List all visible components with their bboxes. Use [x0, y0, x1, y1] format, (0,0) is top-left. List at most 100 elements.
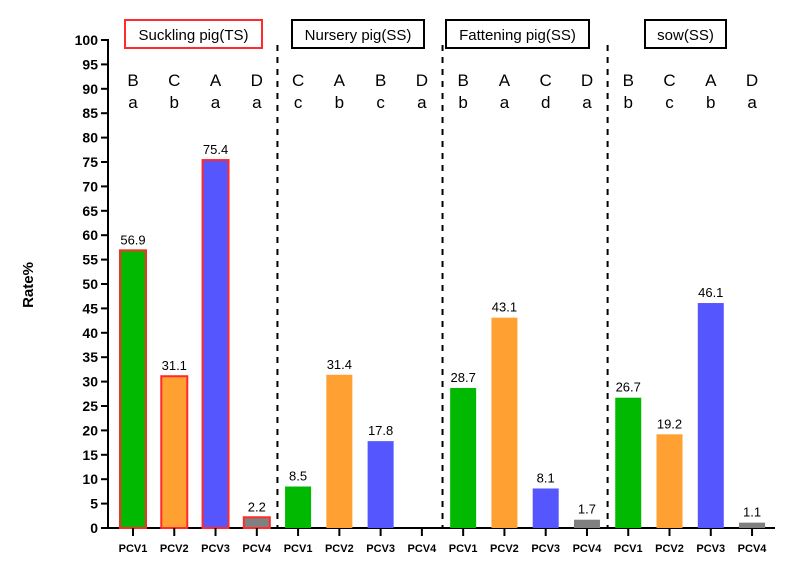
- rank-letter-lower: a: [747, 93, 757, 112]
- group-title: sow(SS): [657, 27, 714, 44]
- y-tick-label: 45: [82, 300, 98, 316]
- group-title-box: [124, 19, 263, 49]
- rank-letter-upper: B: [623, 71, 634, 90]
- rank-letter-upper: D: [416, 71, 428, 90]
- rank-letter-lower: b: [706, 93, 715, 112]
- bar: [697, 303, 724, 528]
- bar: [285, 486, 312, 528]
- data-label: 75.4: [203, 142, 228, 157]
- group-title: Nursery pig(SS): [305, 27, 412, 44]
- rank-letter-lower: a: [582, 93, 592, 112]
- y-tick-label: 90: [82, 81, 98, 97]
- bar: [573, 519, 600, 528]
- bar: [656, 434, 683, 528]
- rank-letter-upper: B: [457, 71, 468, 90]
- data-label: 56.9: [120, 232, 145, 247]
- group-title-box: [445, 19, 590, 49]
- bar: [739, 522, 766, 528]
- rank-letter-lower: b: [624, 93, 633, 112]
- y-tick-label: 35: [82, 349, 98, 365]
- x-tick-label: PCV1: [284, 543, 313, 555]
- data-label: 19.2: [657, 416, 682, 431]
- bar: [242, 516, 271, 529]
- y-tick-label: 95: [82, 56, 98, 72]
- y-tick-label: 75: [82, 154, 98, 170]
- group-title: Suckling pig(TS): [138, 27, 248, 44]
- rank-letter-lower: c: [665, 93, 674, 112]
- data-label: 8.1: [537, 470, 555, 485]
- y-tick-label: 50: [82, 276, 98, 292]
- x-tick-label: PCV2: [160, 543, 189, 555]
- rank-letter-upper: D: [581, 71, 593, 90]
- rank-letter-upper: D: [251, 71, 263, 90]
- y-tick-label: 15: [82, 447, 98, 463]
- rank-letter-upper: B: [375, 71, 386, 90]
- x-tick-label: PCV4: [573, 543, 603, 555]
- rank-letter-upper: A: [499, 71, 511, 90]
- data-label: 31.1: [162, 358, 187, 373]
- bar: [160, 375, 189, 529]
- y-tick-label: 80: [82, 130, 98, 146]
- rank-letter-lower: a: [252, 93, 262, 112]
- bar: [615, 397, 642, 528]
- rank-letter-lower: d: [541, 93, 550, 112]
- data-label: 28.7: [451, 370, 476, 385]
- bar: [491, 317, 518, 528]
- y-tick-label: 60: [82, 227, 98, 243]
- x-tick-label: PCV4: [242, 543, 272, 555]
- y-tick-label: 40: [82, 325, 98, 341]
- rank-letter-lower: a: [128, 93, 138, 112]
- group-title-box: [291, 19, 425, 49]
- bar: [326, 374, 353, 528]
- x-tick-label: PCV4: [738, 543, 768, 555]
- x-tick-label: PCV2: [655, 543, 684, 555]
- rank-letter-lower: c: [376, 93, 385, 112]
- rank-letter-lower: b: [335, 93, 344, 112]
- y-tick-label: 30: [82, 374, 98, 390]
- x-tick-label: PCV1: [449, 543, 478, 555]
- bar: [367, 441, 394, 528]
- y-tick-label: 20: [82, 422, 98, 438]
- y-axis-label: Rate%: [20, 262, 37, 308]
- x-tick-label: PCV3: [366, 543, 395, 555]
- rank-letter-upper: A: [210, 71, 222, 90]
- data-label: 43.1: [492, 300, 517, 315]
- rank-letter-upper: D: [746, 71, 758, 90]
- data-label: 46.1: [698, 285, 723, 300]
- group-title: Fattening pig(SS): [459, 27, 576, 44]
- bar: [201, 159, 230, 529]
- rank-letter-upper: A: [334, 71, 346, 90]
- rank-letter-lower: a: [417, 93, 427, 112]
- x-tick-label: PCV2: [325, 543, 354, 555]
- data-label: 17.8: [368, 423, 393, 438]
- group-title-box: [644, 19, 727, 49]
- rank-letter-upper: C: [292, 71, 304, 90]
- x-tick-label: PCV3: [696, 543, 725, 555]
- y-tick-label: 85: [82, 105, 98, 121]
- x-tick-label: PCV3: [531, 543, 560, 555]
- y-tick-label: 70: [82, 178, 98, 194]
- y-tick-label: 0: [90, 520, 98, 536]
- data-label: 2.2: [248, 499, 266, 514]
- data-label: 31.4: [327, 357, 352, 372]
- rank-letter-lower: a: [500, 93, 510, 112]
- y-tick-label: 25: [82, 398, 98, 414]
- rank-letter-lower: c: [294, 93, 303, 112]
- rank-letter-upper: C: [663, 71, 675, 90]
- x-tick-label: PCV4: [408, 543, 438, 555]
- data-label: 26.7: [616, 380, 641, 395]
- rank-letter-lower: b: [170, 93, 179, 112]
- y-tick-label: 10: [82, 471, 98, 487]
- bar: [450, 387, 477, 528]
- bar: [532, 488, 559, 528]
- rank-letter-upper: A: [705, 71, 717, 90]
- x-tick-label: PCV1: [119, 543, 148, 555]
- y-tick-label: 5: [90, 496, 98, 512]
- rank-letter-upper: C: [168, 71, 180, 90]
- x-tick-label: PCV3: [201, 543, 230, 555]
- y-tick-label: 100: [75, 32, 99, 48]
- y-tick-label: 55: [82, 252, 98, 268]
- y-tick-label: 65: [82, 203, 98, 219]
- data-label: 8.5: [289, 469, 307, 484]
